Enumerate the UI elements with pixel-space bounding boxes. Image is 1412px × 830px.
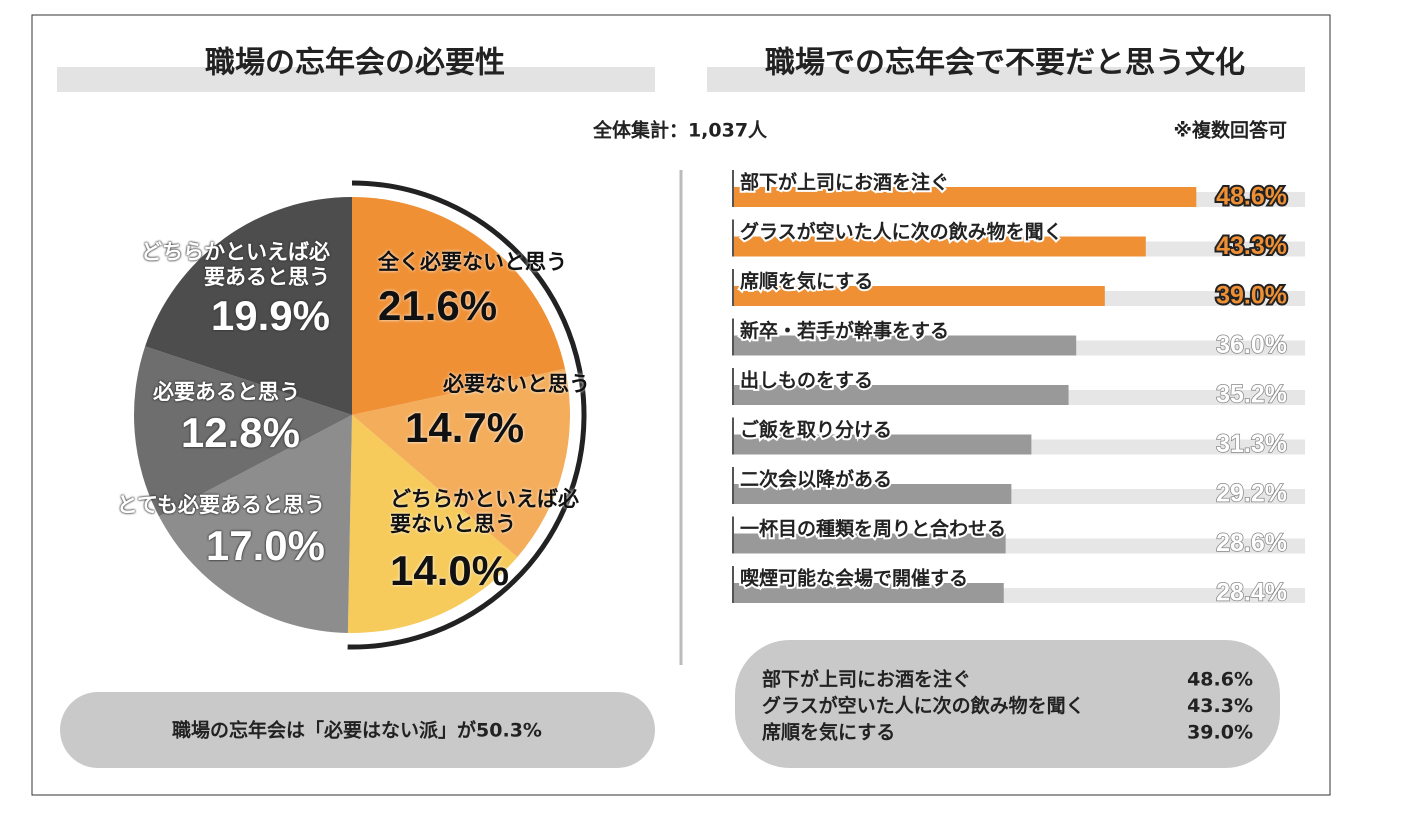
bar-label: 席順を気にする (740, 270, 873, 293)
pie-value-label: 14.0% (390, 547, 510, 594)
pie-slice (133, 346, 352, 517)
value-label: 29.2% (1216, 480, 1287, 508)
pie-slice (145, 197, 352, 415)
pie-value-label: 14.7% (405, 404, 525, 451)
bar-label: ご飯を取り分ける (740, 418, 892, 441)
bar (733, 583, 1004, 603)
bar-label: 新卒・若手が幹事をする (740, 319, 949, 342)
bar-label: 二次会以降がある (740, 468, 892, 491)
subtitle: 全体集計：1,037人 (592, 119, 768, 142)
value-label: 39.0% (1216, 282, 1287, 310)
value-label: 48.6% (1216, 183, 1287, 211)
conclusion: 職場の忘年会は「必要はない派」が50.3% (172, 719, 542, 742)
chart-title: 職場の忘年会の必要性 (205, 46, 505, 81)
bar (733, 385, 1069, 405)
bar (733, 335, 1077, 356)
bar (733, 533, 1006, 554)
summary-value: 39.0% (1187, 722, 1253, 744)
bar (733, 434, 1032, 455)
group-arc (347, 180, 587, 650)
pie-slice (159, 415, 352, 633)
pie-slice (352, 368, 570, 558)
bar-label: 喫煙可能な会場で開催する (740, 567, 968, 590)
frame (31, 14, 1331, 796)
bar (733, 286, 1105, 306)
title-band (707, 67, 1305, 92)
bar (733, 484, 1012, 504)
pie-slice (352, 197, 566, 415)
summary-label: グラスが空いた人に次の飲み物を聞く (762, 694, 1085, 717)
value-label: 43.3% (1216, 232, 1287, 260)
chart-title: 職場での忘年会で不要だと思う文化 (765, 46, 1245, 81)
value-label: 36.0% (1216, 331, 1287, 359)
pie-value-label: 19.9% (210, 292, 330, 339)
summary-value: 43.3% (1187, 695, 1253, 717)
bar-label: グラスが空いた人に次の飲み物を聞く (740, 220, 1063, 243)
pie-value-label: 21.6% (378, 282, 498, 329)
value-label: 28.6% (1216, 529, 1287, 557)
bar (733, 187, 1197, 207)
pie-label: どちらかといえば必要あると思う (141, 240, 330, 289)
pie-label: 必要あると思う (153, 380, 300, 404)
bar (733, 236, 1146, 257)
pie-value-label: 17.0% (205, 522, 325, 569)
summary-label: 席順を気にする (762, 721, 895, 744)
summary-value: 48.6% (1187, 669, 1253, 691)
bar-label: 一杯目の種類を周りと合わせる (740, 517, 1006, 540)
value-label: 28.4% (1216, 579, 1287, 607)
pie-label: 全く必要ないと思う (378, 250, 567, 274)
pie-label: とても必要あると思う (116, 493, 325, 517)
summary-bubble (735, 640, 1280, 768)
summary-label: 部下が上司にお酒を注ぐ (762, 668, 971, 691)
bar-label: 出しものをする (740, 369, 873, 392)
pie-slice (347, 415, 518, 633)
pie-label: 必要ないと思う (443, 372, 590, 396)
pie-label: どちらかといえば必要ないと思う (390, 487, 579, 536)
pie-value-label: 12.8% (180, 409, 300, 456)
value-label: 35.2% (1216, 381, 1287, 409)
bar-label: 部下が上司にお酒を注ぐ (740, 171, 949, 194)
title-band (57, 67, 655, 92)
value-label: 31.3% (1216, 430, 1287, 458)
note: ※複数回答可 (1174, 119, 1287, 142)
note-bubble (60, 692, 655, 768)
